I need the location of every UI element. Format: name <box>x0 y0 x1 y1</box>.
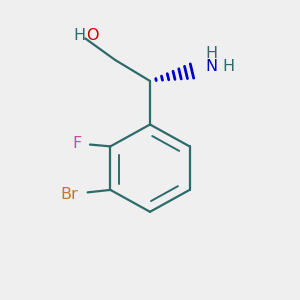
Text: N: N <box>206 59 218 74</box>
Text: O: O <box>86 28 98 44</box>
Text: H: H <box>206 46 218 61</box>
Text: Br: Br <box>60 187 78 202</box>
Text: H: H <box>222 59 234 74</box>
Text: F: F <box>73 136 82 151</box>
Text: H: H <box>73 28 85 44</box>
